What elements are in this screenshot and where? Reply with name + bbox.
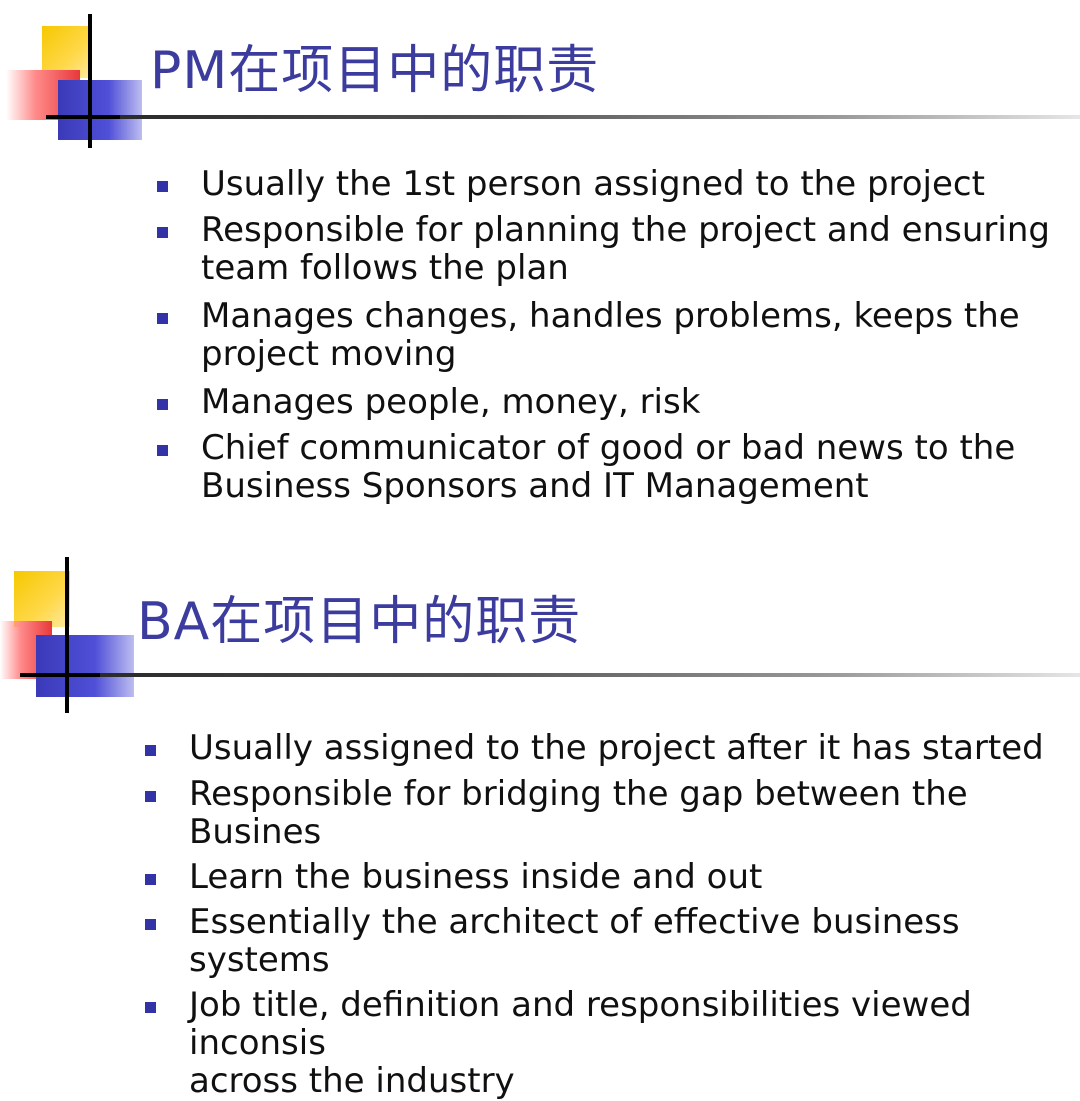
bullet-square-icon <box>157 227 168 238</box>
title-latin: BA <box>137 592 211 652</box>
title-cjk: 在项目中的职责 <box>228 41 600 101</box>
list-item-text: Responsible for planning the project and… <box>201 210 1050 288</box>
bullet-list: Usually the 1st person assigned to the p… <box>157 165 1050 505</box>
bullet-square-icon <box>157 445 168 456</box>
list-item: Usually the 1st person assigned to the p… <box>157 165 1050 203</box>
list-item: Chief communicator of good or bad news t… <box>157 429 1050 505</box>
title-decoration <box>0 555 160 713</box>
slide-title: BA在项目中的职责 <box>137 579 581 654</box>
list-item: Learn the business inside and out <box>145 858 1080 896</box>
bullet-square-icon <box>145 1002 156 1013</box>
bullet-square-icon <box>157 399 168 410</box>
title-underline <box>100 673 1080 677</box>
bullet-square-icon <box>157 181 168 192</box>
list-item: Job title, definition and responsibiliti… <box>145 986 1080 1100</box>
list-item: Responsible for bridging the gap between… <box>145 775 1080 851</box>
list-item-text: Responsible for bridging the gap between… <box>189 774 968 852</box>
slide-pm: PM在项目中的职责 Usually the 1st person assigne… <box>0 0 1080 540</box>
title-underline <box>120 115 1080 119</box>
list-item: Manages people, money, risk <box>157 383 1050 421</box>
list-item: Manages changes, handles problems, keeps… <box>157 297 1050 373</box>
title-decoration <box>0 0 160 150</box>
title-cjk: 在项目中的职责 <box>210 592 582 652</box>
list-item-text: Usually assigned to the project after it… <box>189 728 1044 768</box>
list-item: Usually assigned to the project after it… <box>145 729 1080 767</box>
bullet-square-icon <box>145 919 156 930</box>
list-item: Essentially the architect of effective b… <box>145 903 1080 979</box>
bullet-square-icon <box>145 745 156 756</box>
slide-title: PM在项目中的职责 <box>150 28 599 103</box>
list-item-text: Job title, definition and responsibiliti… <box>189 985 972 1101</box>
bullet-square-icon <box>145 874 156 885</box>
bullet-square-icon <box>145 791 156 802</box>
list-item-text: Essentially the architect of effective b… <box>189 902 960 980</box>
list-item: Responsible for planning the project and… <box>157 211 1050 287</box>
list-item-text: Chief communicator of good or bad news t… <box>201 428 1016 506</box>
bullet-list: Usually assigned to the project after it… <box>145 729 1080 1100</box>
list-item-text: Manages changes, handles problems, keeps… <box>201 296 1020 374</box>
bullet-square-icon <box>157 313 168 324</box>
list-item-text: Learn the business inside and out <box>189 857 763 897</box>
list-item-text: Manages people, money, risk <box>201 382 701 422</box>
list-item-text: Usually the 1st person assigned to the p… <box>201 164 985 204</box>
title-latin: PM <box>150 41 229 101</box>
slide-ba: BA在项目中的职责 Usually assigned to the projec… <box>0 555 1080 1100</box>
